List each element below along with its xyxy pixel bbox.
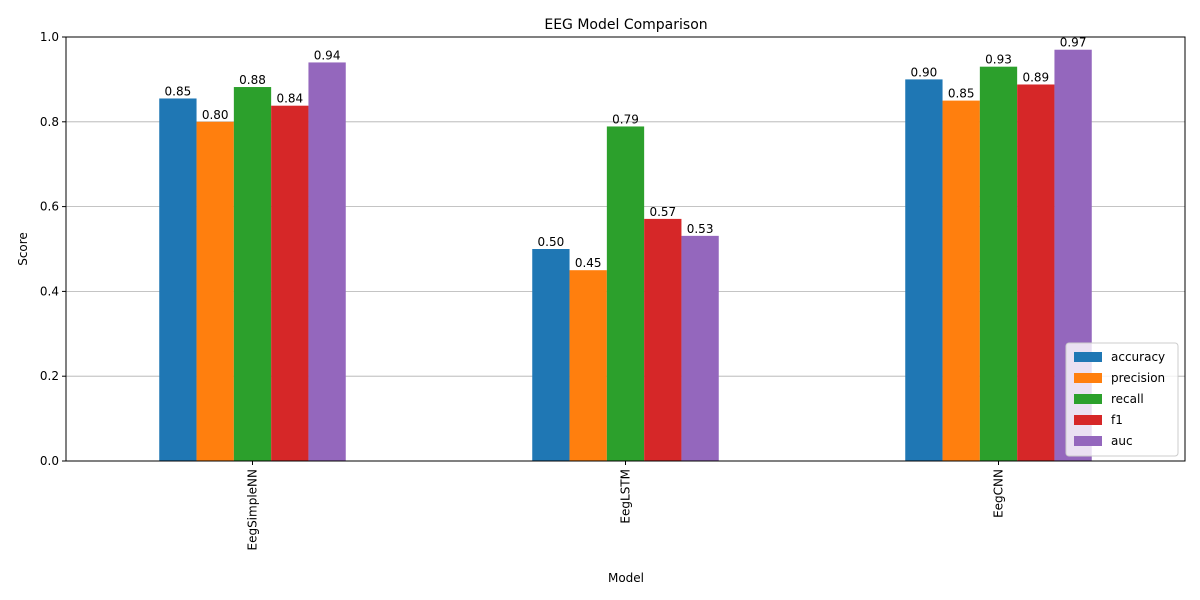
legend-swatch [1074,394,1102,404]
legend-box [1065,342,1179,457]
bar [644,218,682,461]
legend-entry: f1 [1111,413,1123,427]
data-label: 0.80 [202,108,229,122]
legend: accuracy precision recall f1 auc [1065,342,1179,457]
bar [1017,84,1055,461]
data-label: 0.53 [687,222,714,236]
data-label: 0.84 [276,92,303,106]
legend-swatch [1074,415,1102,425]
x-tick-label: EegCNN [992,469,1006,518]
x-axis-ticks: EegSimpleNN EegLSTM EegCNN [246,461,1006,551]
chart-title: EEG Model Comparison [544,17,707,33]
legend-swatch [1074,373,1102,383]
bar [681,235,719,461]
data-label: 0.85 [948,87,975,101]
bar [606,126,645,462]
bar [942,100,980,461]
bar [196,121,234,462]
y-tick-label: 0.2 [40,369,59,383]
data-label: 0.88 [239,73,266,87]
data-labels-group: 0.85 0.80 0.88 0.84 0.94 0.50 0.45 0.79 0.57 0.53… [165,36,1087,270]
data-label: 0.89 [1022,70,1049,84]
data-label: 0.50 [538,235,565,249]
bar [979,66,1018,462]
y-axis-label: Score [16,232,30,266]
y-tick-label: 0.0 [40,454,59,468]
data-label: 0.97 [1060,36,1087,50]
legend-swatch [1074,436,1102,446]
bar [233,87,272,462]
bar [905,79,943,462]
legend-entry: recall [1111,392,1144,406]
data-label: 0.79 [612,112,639,126]
y-tick-label: 0.6 [40,200,59,214]
bars-group [159,49,1092,462]
y-tick-label: 1.0 [40,30,59,44]
y-tick-label: 0.4 [40,284,59,298]
x-tick-label: EegLSTM [619,469,633,524]
bar [271,105,309,462]
data-label: 0.94 [314,48,341,62]
bar [308,62,346,461]
legend-entry: auc [1111,434,1133,448]
y-axis-ticks: 0.0 0.2 0.4 0.6 0.8 1.0 [40,30,66,468]
data-label: 0.57 [649,205,676,219]
data-label: 0.90 [911,65,938,79]
y-tick-label: 0.8 [40,115,59,129]
data-label: 0.45 [575,256,602,270]
bar [159,98,197,461]
x-tick-label: EegSimpleNN [246,469,260,551]
data-label: 0.85 [165,84,192,98]
legend-swatch [1074,352,1102,362]
data-label: 0.93 [985,53,1012,67]
bar [569,270,607,461]
legend-entry: accuracy [1111,350,1165,364]
legend-entry: precision [1111,371,1165,385]
x-axis-label: Model [608,571,644,585]
bar [532,249,570,461]
